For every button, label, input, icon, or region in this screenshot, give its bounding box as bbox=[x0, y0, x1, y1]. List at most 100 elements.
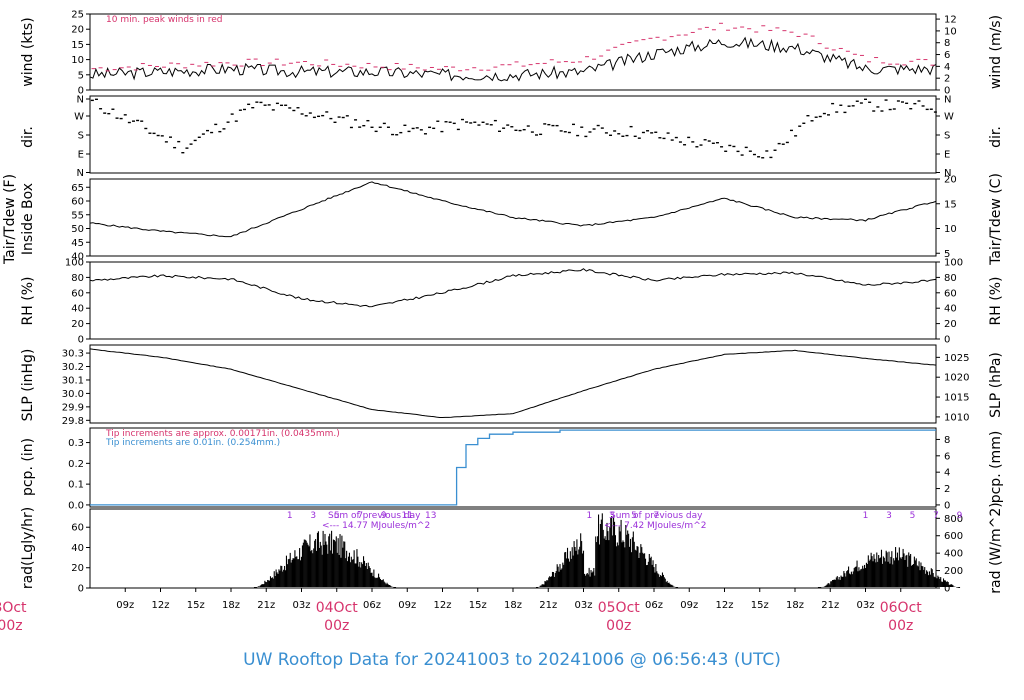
wind-ytick-label-left: 5 bbox=[78, 70, 84, 81]
rh-ytick-label-right: 40 bbox=[944, 304, 957, 315]
wind-ytick-label-left: 10 bbox=[71, 55, 84, 66]
temp-ylabel-left: Tair/Tdew (F) bbox=[2, 174, 18, 265]
slp-ytick-label-left: 30.0 bbox=[62, 389, 84, 400]
temp-ytick-label-right: 20 bbox=[944, 175, 957, 186]
slp-ytick-label-right: 1015 bbox=[944, 393, 969, 404]
rad-hour-label-day1: 9 bbox=[381, 511, 387, 521]
x-tick-label: 18z bbox=[222, 600, 240, 611]
rad-hour-label-day2: 1 bbox=[587, 511, 593, 521]
rad-frame bbox=[89, 508, 937, 589]
wind-annotation: 10 min. peak winds in red bbox=[106, 15, 223, 25]
pcp-ytick-label-left: 0.0 bbox=[68, 500, 84, 511]
x-date-sub-label: 00z bbox=[606, 618, 631, 634]
pcp-ytick-label-right: 2 bbox=[944, 484, 950, 495]
rad-hour-label-day1: 5 bbox=[334, 511, 340, 521]
x-tick-label: 03z bbox=[857, 600, 875, 611]
rh-ytick-label-right: 0 bbox=[944, 335, 950, 346]
wind-frame bbox=[89, 13, 937, 91]
rad-ytick-label-left: 20 bbox=[71, 563, 84, 574]
slp-ytick-label-left: 29.9 bbox=[62, 402, 84, 413]
rad-hour-label-day2: 5 bbox=[631, 511, 637, 521]
x-tick-label: 06z bbox=[363, 600, 381, 611]
x-tick-label: 15z bbox=[751, 600, 769, 611]
rad-ytick-label-right: 200 bbox=[944, 566, 963, 577]
pcp-note-red: Tip increments are approx. 0.00171in. (0… bbox=[105, 429, 340, 439]
dir-ytick-label-right: N bbox=[944, 95, 951, 106]
wind-ytick-label-right: 12 bbox=[944, 15, 957, 26]
slp-ytick-label-left: 30.2 bbox=[62, 362, 84, 373]
slp-ytick-label-right: 1025 bbox=[944, 353, 969, 364]
pcp-ytick-label-right: 6 bbox=[944, 451, 950, 462]
slp-ytick-label-right: 1020 bbox=[944, 373, 969, 384]
wind-ytick-label-right: 8 bbox=[944, 38, 950, 49]
rad-ytick-label-right: 800 bbox=[944, 514, 963, 525]
dir-ylabel-left: dir. bbox=[20, 126, 36, 148]
x-tick-label: 03z bbox=[293, 600, 311, 611]
rad-hour-label-day3: 3 bbox=[886, 511, 892, 521]
wind-ytick-label-right: 0 bbox=[944, 86, 950, 97]
rad-sum2-line1: Sum of previous day bbox=[610, 511, 703, 521]
pcp-ylabel-right: pcp. (mm) bbox=[988, 431, 1004, 504]
rad-hour-label-day2: 7 bbox=[653, 511, 659, 521]
x-tick-label: 09z bbox=[398, 600, 416, 611]
rh-frame bbox=[89, 261, 937, 340]
wind-ytick-label-left: 0 bbox=[78, 86, 84, 97]
slp-frame bbox=[89, 344, 937, 424]
x-tick-label: 21z bbox=[821, 600, 839, 611]
dir-ytick-label-left: E bbox=[78, 150, 84, 161]
rad-hour-label-day3: 1 bbox=[863, 511, 869, 521]
rad-hour-label-day1: 3 bbox=[310, 511, 316, 521]
dir-ytick-label-right: N bbox=[944, 168, 951, 179]
x-tick-label: 09z bbox=[116, 600, 134, 611]
pcp-ytick-label-right: 4 bbox=[944, 468, 950, 479]
x-date-label-partial: 3Oct bbox=[0, 600, 27, 616]
temp-frame bbox=[89, 178, 937, 257]
wind-ytick-label-left: 25 bbox=[71, 10, 84, 21]
pcp-line bbox=[90, 429, 936, 506]
rh-ytick-label-right: 80 bbox=[944, 273, 957, 284]
x-tick-label: 09z bbox=[680, 600, 698, 611]
rad-ylabel-left: rad(Lgly/hr) bbox=[20, 507, 36, 589]
slp-ytick-label-right: 1010 bbox=[944, 412, 969, 423]
rh-line bbox=[89, 268, 937, 308]
rad-hour-label-day3: 9 bbox=[957, 511, 963, 521]
x-date-sub-label: 00z bbox=[324, 618, 349, 634]
x-tick-label: 06z bbox=[645, 600, 663, 611]
rh-ytick-label-right: 60 bbox=[944, 288, 957, 299]
slp-line bbox=[89, 348, 937, 418]
temp-ytick-label-right: 5 bbox=[944, 249, 950, 260]
slp-ytick-label-left: 30.3 bbox=[62, 349, 84, 360]
rad-hour-label-day3: 7 bbox=[933, 511, 939, 521]
x-date-label: 04Oct bbox=[316, 600, 359, 616]
rad-hour-label-day1: 13 bbox=[425, 511, 436, 521]
pcp-ytick-label-right: 0 bbox=[944, 500, 950, 511]
rad-sum2-line2: <--- 7.42 MJoules/m^2 bbox=[604, 521, 706, 531]
wind-ytick-label-right: 6 bbox=[944, 50, 950, 61]
temp-ylabel-left2: Inside Box bbox=[20, 183, 36, 255]
rh-ytick-label-left: 100 bbox=[65, 258, 84, 269]
temp-ytick-label-left: 50 bbox=[71, 224, 84, 235]
temp-ytick-label-right: 10 bbox=[944, 224, 957, 235]
rad-ytick-label-left: 40 bbox=[71, 543, 84, 554]
rad-hour-label-day1: 11 bbox=[402, 511, 413, 521]
rad-sum1-line1: Sum of previous day bbox=[328, 511, 421, 521]
x-tick-label: 03z bbox=[575, 600, 593, 611]
x-date-sub-label-partial: 00z bbox=[0, 618, 23, 634]
temp-line bbox=[89, 181, 937, 238]
wind-ytick-label-left: 15 bbox=[71, 40, 84, 51]
wind-ylabel-left: wind (kts) bbox=[20, 17, 36, 86]
rad-sum1-line2: <--- 14.77 MJoules/m^2 bbox=[322, 521, 430, 531]
x-tick-label: 12z bbox=[716, 600, 734, 611]
rad-ylabel-right: rad (W/m^2) bbox=[988, 502, 1004, 593]
slp-ytick-label-left: 29.8 bbox=[62, 416, 84, 427]
dir-ylabel-right: dir. bbox=[988, 126, 1004, 148]
wind-ytick-label-left: 20 bbox=[71, 25, 84, 36]
pcp-ytick-label-right: 8 bbox=[944, 435, 950, 446]
temp-ytick-label-left: 60 bbox=[71, 197, 84, 208]
chart-footer: UW Rooftop Data for 20241003 to 20241006… bbox=[243, 650, 781, 670]
pcp-note-blue: Tip increments are 0.01in. (0.254mm.) bbox=[105, 438, 280, 448]
x-date-label: 06Oct bbox=[880, 600, 923, 616]
temp-ytick-label-left: 45 bbox=[71, 238, 84, 249]
